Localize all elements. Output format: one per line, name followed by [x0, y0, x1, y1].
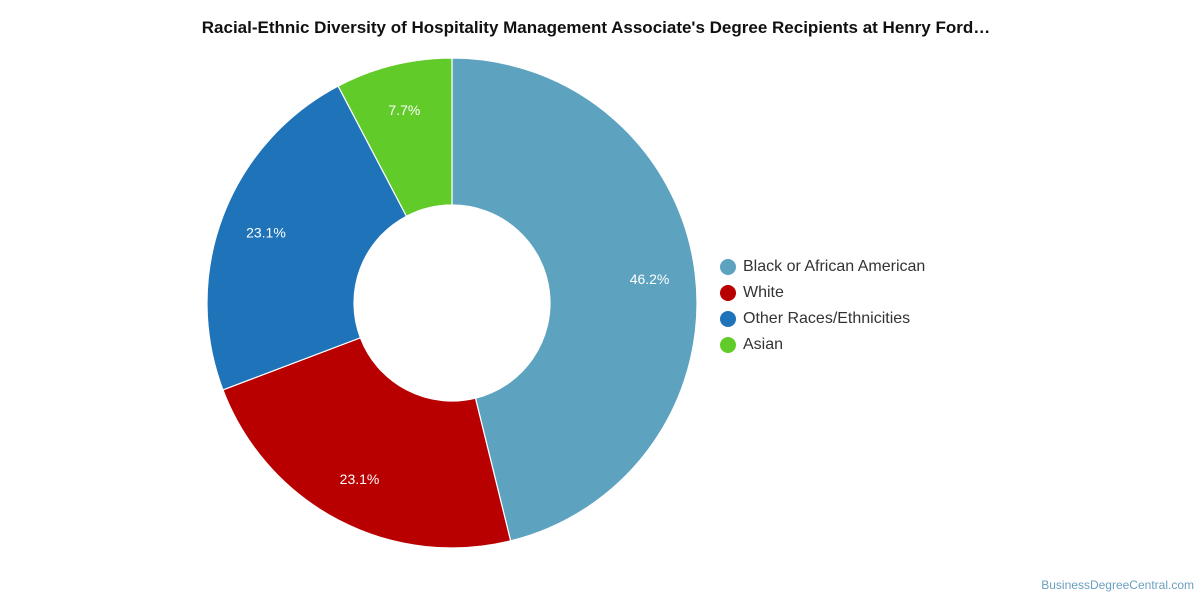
chart-title: Racial-Ethnic Diversity of Hospitality M…	[201, 18, 991, 37]
legend-label: Other Races/Ethnicities	[743, 310, 911, 327]
legend-item-black-or-african-american[interactable]: Black or African American	[720, 254, 925, 280]
slice-asian[interactable]	[337, 57, 453, 218]
legend-swatch-icon	[720, 259, 736, 275]
legend-label: Asian	[743, 336, 784, 353]
slice-other-races-ethnicities[interactable]	[206, 85, 408, 391]
site-credit[interactable]: BusinessDegreeCentral.com	[1041, 578, 1194, 592]
slice-data-label: 7.7%	[388, 102, 420, 118]
legend-swatch-icon	[720, 337, 736, 353]
legend-item-asian[interactable]: Asian	[720, 332, 925, 358]
legend-item-white[interactable]: White	[720, 280, 925, 306]
chart-legend: Black or African American White Other Race…	[720, 254, 925, 358]
slice-black-or-african-american[interactable]	[451, 57, 698, 542]
slice-data-label: 23.1%	[246, 224, 286, 240]
slice-data-label: 23.1%	[340, 471, 380, 487]
slice-data-label: 46.2%	[630, 271, 670, 287]
legend-label: White	[743, 284, 784, 301]
slice-white[interactable]	[222, 336, 512, 549]
legend-item-other-races-ethnicities[interactable]: Other Races/Ethnicities	[720, 306, 925, 332]
legend-swatch-icon	[720, 285, 736, 301]
legend-swatch-icon	[720, 311, 736, 327]
legend-label: Black or African American	[743, 258, 926, 275]
